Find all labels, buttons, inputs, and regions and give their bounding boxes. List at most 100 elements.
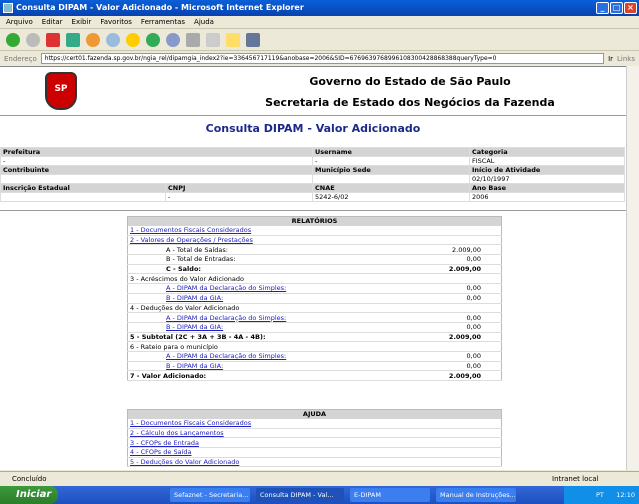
relatorio-link[interactable]: 1 - Documentos Fiscais Considerados: [130, 226, 252, 235]
menu-bar: Arquivo Editar Exibir Favoritos Ferramentas A…: [0, 16, 639, 29]
relatorio-value: 2.009,00: [421, 332, 502, 343]
relatorio-value: 0,00: [421, 322, 502, 333]
menu-ajuda[interactable]: Ajuda: [194, 18, 214, 26]
relatorio-link[interactable]: A - DIPAM da Declaração do Simples:: [166, 284, 287, 293]
page-content: SP Governo do Estado de São Paulo Secret…: [0, 66, 626, 470]
relatorio-link[interactable]: B - DIPAM da GIA:: [166, 294, 224, 303]
relatorio-link[interactable]: A - DIPAM da Declaração do Simples:: [166, 352, 287, 361]
relatorios-row: 5 - Subtotal (2C + 3A + 3B - 4A - 4B): 2.…: [127, 332, 502, 343]
menu-exibir[interactable]: Exibir: [71, 18, 92, 26]
relatorio-value: 0,00: [421, 361, 502, 372]
minimize-button[interactable]: _: [596, 2, 609, 14]
relatorio-label: 4 - Deduções do Valor Adicionado: [130, 303, 240, 312]
menu-ferramentas[interactable]: Ferramentas: [140, 18, 186, 26]
ajuda-table: AJUDA 1 - Documentos Fiscais Considerados…: [127, 409, 502, 468]
relatorios-row: B - DIPAM da GIA: 0,00: [127, 293, 502, 304]
title-bar: Consulta DIPAM - Valor Adicionado - Micr…: [0, 0, 639, 16]
inicio-label: Início de Atividade: [469, 165, 625, 175]
menu-favoritos[interactable]: Favoritos: [100, 18, 132, 26]
relatorio-value: 0,00: [421, 351, 502, 362]
ajuda-link[interactable]: 1 - Documentos Fiscais Considerados: [130, 419, 252, 428]
back-icon[interactable]: [6, 33, 20, 47]
cnpj-value: -: [165, 192, 313, 202]
inicio-value: 02/10/1997: [469, 174, 625, 184]
relatorio-value: 0,00: [421, 254, 502, 265]
relatorios-row: B - DIPAM da GIA: 0,00: [127, 322, 502, 333]
favorites-icon[interactable]: [126, 33, 140, 47]
address-label: Endereço: [4, 54, 37, 63]
window-title: Consulta DIPAM - Valor Adicionado - Micr…: [16, 3, 304, 12]
relatorios-title: RELATÓRIOS: [127, 216, 502, 226]
ajuda-link[interactable]: 2 - Cálculo dos Lançamentos: [130, 429, 224, 438]
relatorio-value: [421, 341, 502, 352]
folder-icon[interactable]: [226, 33, 240, 47]
address-bar: Endereço https://cert01.fazenda.sp.gov.br…: [0, 52, 639, 65]
relatorio-value: [421, 303, 502, 314]
close-button[interactable]: ×: [624, 2, 637, 14]
relatorio-label: 3 - Acréscimos do Valor Adicionado: [130, 274, 245, 283]
refresh-icon[interactable]: [66, 33, 80, 47]
clock: 12:10: [616, 491, 635, 499]
messenger-icon[interactable]: [246, 33, 260, 47]
relatorios-row: 4 - Deduções do Valor Adicionado: [127, 303, 502, 314]
ajuda-link[interactable]: 5 - Deduções do Valor Adicionado: [130, 458, 240, 467]
relatorios-row: 2 - Valores de Operações / Prestações: [127, 235, 502, 246]
toolbar: [0, 30, 639, 51]
ajuda-link[interactable]: 3 - CFOPs de Entrada: [130, 438, 199, 447]
stop-icon[interactable]: [46, 33, 60, 47]
username-label: Username: [312, 147, 470, 157]
ajuda-link[interactable]: 4 - CFOPs de Saída: [130, 448, 192, 457]
print-icon[interactable]: [186, 33, 200, 47]
search-icon[interactable]: [106, 33, 120, 47]
relatorio-link[interactable]: A - DIPAM da Declaração do Simples:: [166, 313, 287, 322]
links-button[interactable]: Links: [617, 54, 635, 63]
prefeitura-label: Prefeitura: [0, 147, 313, 157]
relatorios-row: 7 - Valor Adicionado: 2.009,00: [127, 370, 502, 381]
relatorios-row: C - Saldo: 2.009,00: [127, 264, 502, 275]
relatorios-row: 3 - Acréscimos do Valor Adicionado: [127, 273, 502, 285]
relatorio-label: 7 - Valor Adicionado:: [130, 371, 207, 380]
vertical-scrollbar[interactable]: [626, 66, 639, 470]
language-indicator[interactable]: PT: [595, 491, 604, 499]
menu-editar[interactable]: Editar: [41, 18, 63, 26]
relatorio-value: 0,00: [421, 283, 502, 294]
municipio-label: Município Sede: [312, 165, 470, 175]
task-consulta-dipam[interactable]: Consulta DIPAM - Val...: [256, 488, 344, 502]
mail-icon[interactable]: [166, 33, 180, 47]
relatorios-row: B - Total de Entradas: 0,00: [127, 254, 502, 265]
username-value: -: [312, 156, 470, 166]
relatorio-label: A - Total de Saídas:: [166, 245, 228, 254]
relatorio-link[interactable]: B - DIPAM da GIA:: [166, 323, 224, 332]
ie-icon: [3, 3, 13, 13]
relatorio-value: [421, 225, 502, 236]
relatorio-label: B - Total de Entradas:: [166, 255, 236, 264]
maximize-button[interactable]: □: [610, 2, 623, 14]
relatorio-link[interactable]: 2 - Valores de Operações / Prestações: [130, 236, 253, 245]
relatorios-row: B - DIPAM da GIA: 0,00: [127, 361, 502, 372]
go-button[interactable]: Ir: [608, 54, 614, 63]
info-table: Prefeitura Username Categoria - - FISCAL Con…: [0, 147, 625, 202]
status-bar: Concluído Intranet local: [0, 471, 639, 485]
forward-icon[interactable]: [26, 33, 40, 47]
contribuinte-label: Contribuinte: [0, 165, 313, 175]
address-input[interactable]: https://cert01.fazenda.sp.gov.br/ngia_re…: [40, 53, 605, 64]
start-button[interactable]: Iniciar: [0, 486, 58, 504]
relatorio-link[interactable]: B - DIPAM da GIA:: [166, 361, 224, 370]
menu-arquivo[interactable]: Arquivo: [6, 18, 33, 26]
home-icon[interactable]: [86, 33, 100, 47]
page-title: Consulta DIPAM - Valor Adicionado: [205, 122, 421, 135]
categoria-label: Categoria: [469, 147, 625, 157]
edit-icon[interactable]: [206, 33, 220, 47]
task-sefaznet[interactable]: Sefaznet - Secretaria...: [170, 488, 250, 502]
history-icon[interactable]: [146, 33, 160, 47]
task-manual[interactable]: Manual de Instruções...: [436, 488, 516, 502]
ano-value: 2006: [469, 192, 625, 202]
relatorios-row: A - Total de Saídas: 2.009,00: [127, 244, 502, 256]
relatorios-table: RELATÓRIOS 1 - Documentos Fiscais Conside…: [127, 216, 502, 381]
cnae-value: 5242-6/02: [312, 192, 470, 202]
relatorio-value: 2.009,00: [421, 264, 502, 275]
task-edipam[interactable]: E-DIPAM: [350, 488, 430, 502]
relatorio-label: 6 - Rateio para o município: [130, 342, 218, 351]
relatorio-value: 0,00: [421, 293, 502, 304]
cnae-label: CNAE: [312, 183, 470, 193]
